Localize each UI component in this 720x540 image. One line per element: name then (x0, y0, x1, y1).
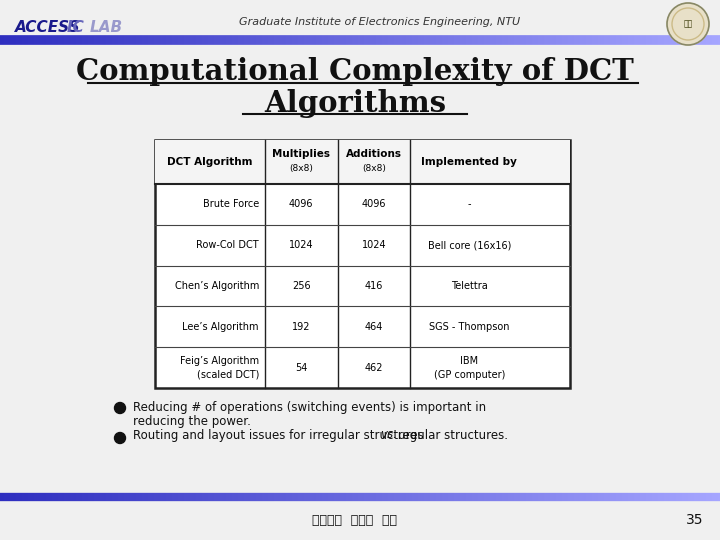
Text: Implemented by: Implemented by (421, 157, 517, 167)
Text: Graduate Institute of Electronics Engineering, NTU: Graduate Institute of Electronics Engine… (240, 17, 521, 27)
Text: 464: 464 (365, 322, 383, 332)
Text: Additions: Additions (346, 149, 402, 159)
Text: 臺大: 臺大 (683, 19, 693, 29)
Text: Feig’s Algorithm: Feig’s Algorithm (180, 356, 259, 366)
Text: (GP computer): (GP computer) (433, 369, 505, 380)
Text: Algorithms: Algorithms (264, 89, 446, 118)
Text: vs.: vs. (380, 429, 397, 442)
Text: Bell core (16x16): Bell core (16x16) (428, 240, 511, 250)
Text: Multiplies: Multiplies (272, 149, 330, 159)
Text: 4096: 4096 (361, 199, 386, 210)
Text: 1024: 1024 (361, 240, 386, 250)
Text: reducing the power.: reducing the power. (133, 415, 251, 428)
Circle shape (114, 433, 125, 443)
Text: 192: 192 (292, 322, 310, 332)
Text: (8x8): (8x8) (362, 165, 386, 173)
Text: 54: 54 (295, 362, 307, 373)
Text: 256: 256 (292, 281, 310, 291)
Text: Lee’s Algorithm: Lee’s Algorithm (182, 322, 259, 332)
Text: regular structures.: regular structures. (395, 429, 508, 442)
Text: IC: IC (67, 21, 89, 36)
Text: Brute Force: Brute Force (203, 199, 259, 210)
Text: 1024: 1024 (289, 240, 314, 250)
Text: (scaled DCT): (scaled DCT) (197, 369, 259, 380)
Circle shape (667, 3, 709, 45)
Text: 4096: 4096 (289, 199, 313, 210)
Text: Computational Complexity of DCT: Computational Complexity of DCT (76, 57, 634, 86)
Text: Chen’s Algorithm: Chen’s Algorithm (175, 281, 259, 291)
Text: Telettra: Telettra (451, 281, 487, 291)
Bar (155, 140, 570, 184)
Text: -: - (467, 199, 471, 210)
Bar (155, 140, 570, 388)
Text: Row-Col DCT: Row-Col DCT (197, 240, 259, 250)
Text: 416: 416 (365, 281, 383, 291)
Text: ACCESS: ACCESS (15, 21, 86, 36)
Text: SGS - Thompson: SGS - Thompson (429, 322, 510, 332)
Text: IBM: IBM (460, 356, 478, 366)
Text: LAB: LAB (90, 21, 123, 36)
Text: 462: 462 (364, 362, 383, 373)
Text: 台灣大學  携手系  教授: 台灣大學 携手系 教授 (312, 514, 397, 526)
Text: DCT Algorithm: DCT Algorithm (167, 157, 253, 167)
Text: (8x8): (8x8) (289, 165, 313, 173)
Text: 35: 35 (686, 513, 703, 527)
Circle shape (114, 402, 125, 414)
Text: Reducing # of operations (switching events) is important in: Reducing # of operations (switching even… (133, 401, 486, 414)
Text: Routing and layout issues for irregular structures: Routing and layout issues for irregular … (133, 429, 428, 442)
